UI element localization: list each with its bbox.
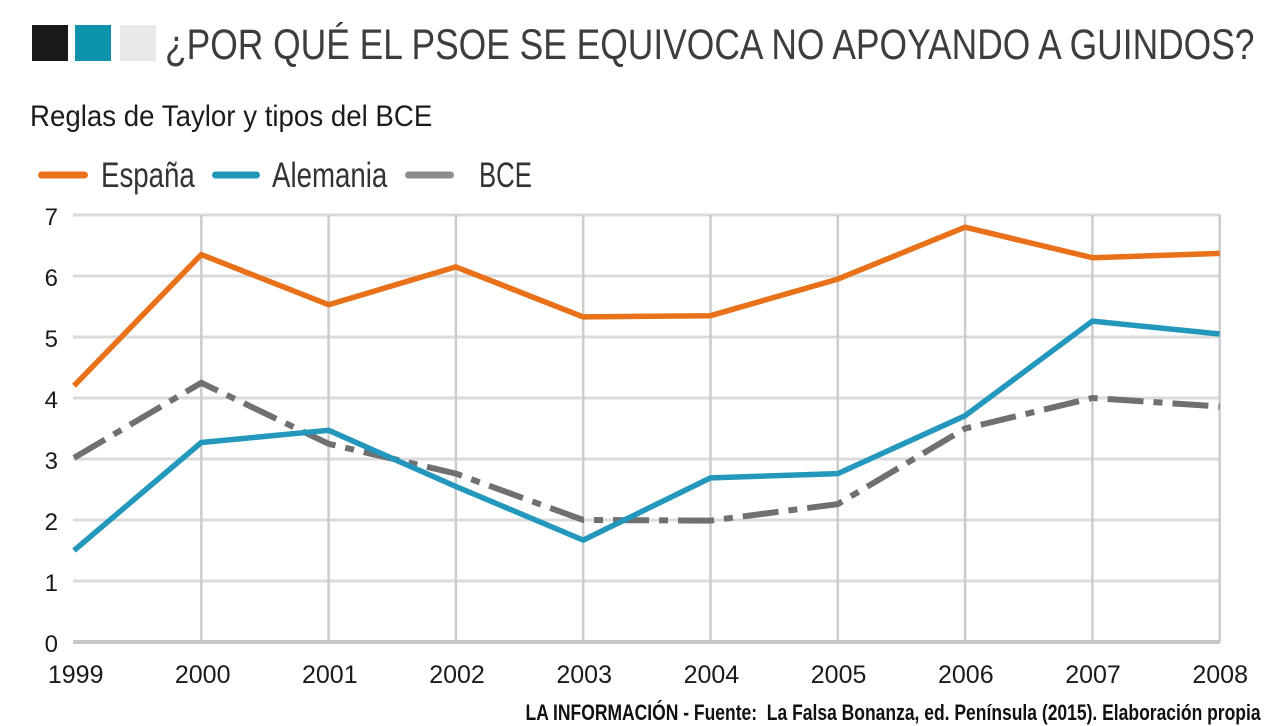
svg-text:2008: 2008: [1192, 661, 1248, 689]
svg-text:2005: 2005: [811, 661, 867, 689]
svg-text:2: 2: [45, 509, 58, 536]
svg-text:2002: 2002: [429, 661, 485, 689]
svg-text:2000: 2000: [175, 661, 231, 689]
svg-text:4: 4: [45, 387, 58, 414]
svg-text:6: 6: [45, 265, 58, 292]
svg-text:7: 7: [45, 204, 58, 231]
svg-text:3: 3: [45, 448, 58, 475]
svg-text:1: 1: [45, 570, 58, 597]
svg-text:2006: 2006: [938, 661, 994, 689]
svg-text:1999: 1999: [48, 661, 104, 689]
svg-text:0: 0: [45, 631, 58, 658]
svg-text:2003: 2003: [556, 661, 612, 689]
svg-text:2004: 2004: [684, 661, 740, 689]
svg-text:2001: 2001: [302, 661, 358, 689]
svg-text:2007: 2007: [1065, 661, 1121, 689]
svg-text:5: 5: [45, 326, 58, 353]
